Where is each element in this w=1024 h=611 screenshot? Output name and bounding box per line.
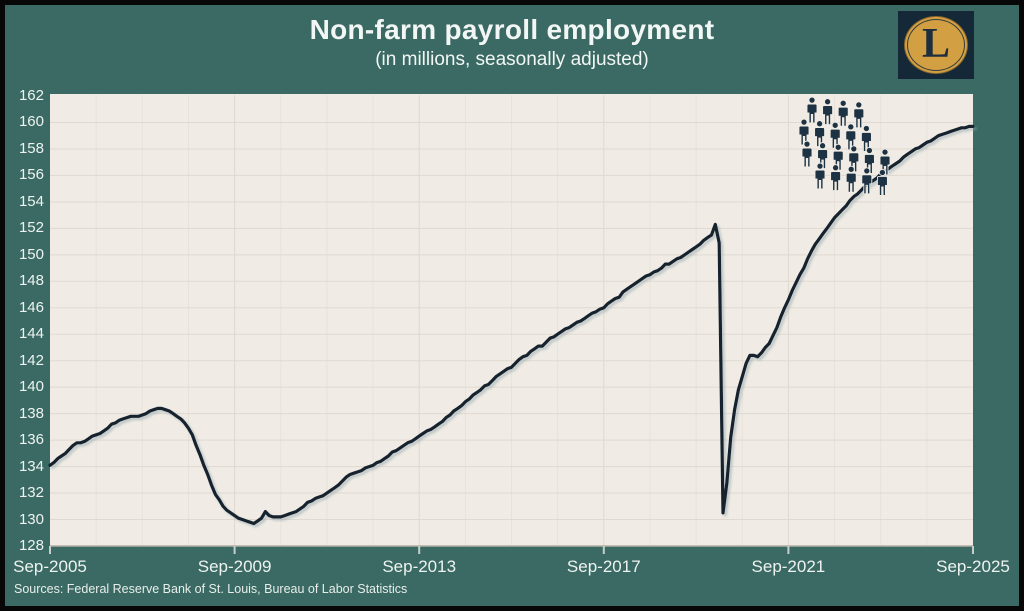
y-axis-label: 146 — [18, 298, 44, 316]
y-axis-label: 134 — [18, 457, 44, 475]
y-axis-label: 128 — [18, 537, 44, 554]
y-axis-label: 158 — [18, 139, 44, 157]
y-axis-label: 154 — [18, 192, 44, 210]
x-axis-label: Sep-2013 — [382, 557, 457, 576]
sources-note: Sources: Federal Reserve Bank of St. Lou… — [14, 582, 408, 596]
y-axis-label: 150 — [18, 245, 44, 263]
y-axis-label: 160 — [18, 113, 44, 131]
y-axis-label: 140 — [18, 378, 44, 396]
x-axis-label: Sep-2021 — [751, 557, 826, 576]
y-axis-label: 156 — [18, 166, 44, 184]
x-axis-ticks — [49, 546, 974, 554]
y-axis-label: 132 — [18, 484, 44, 502]
x-axis-label: Sep-2009 — [197, 557, 272, 576]
vertical-gridlines — [95, 95, 928, 546]
x-axis-label: Sep-2025 — [936, 557, 1010, 576]
y-axis-label: 136 — [18, 431, 44, 449]
y-axis-label: 142 — [18, 351, 44, 369]
y-axis-label: 148 — [18, 272, 44, 290]
brand-logo: L — [898, 11, 974, 79]
x-axis-label: Sep-2005 — [13, 557, 87, 576]
logo-letter: L — [921, 20, 950, 67]
y-axis-label: 162 — [18, 87, 44, 104]
y-axis-label: 130 — [18, 510, 44, 528]
payroll-series-line — [48, 124, 975, 526]
x-axis-label: Sep-2017 — [566, 557, 641, 576]
y-axis-label: 144 — [18, 325, 44, 343]
y-axis-label: 138 — [18, 404, 44, 422]
logo-gold-medallion-icon: L — [904, 16, 968, 74]
y-axis-label: 152 — [18, 219, 44, 237]
